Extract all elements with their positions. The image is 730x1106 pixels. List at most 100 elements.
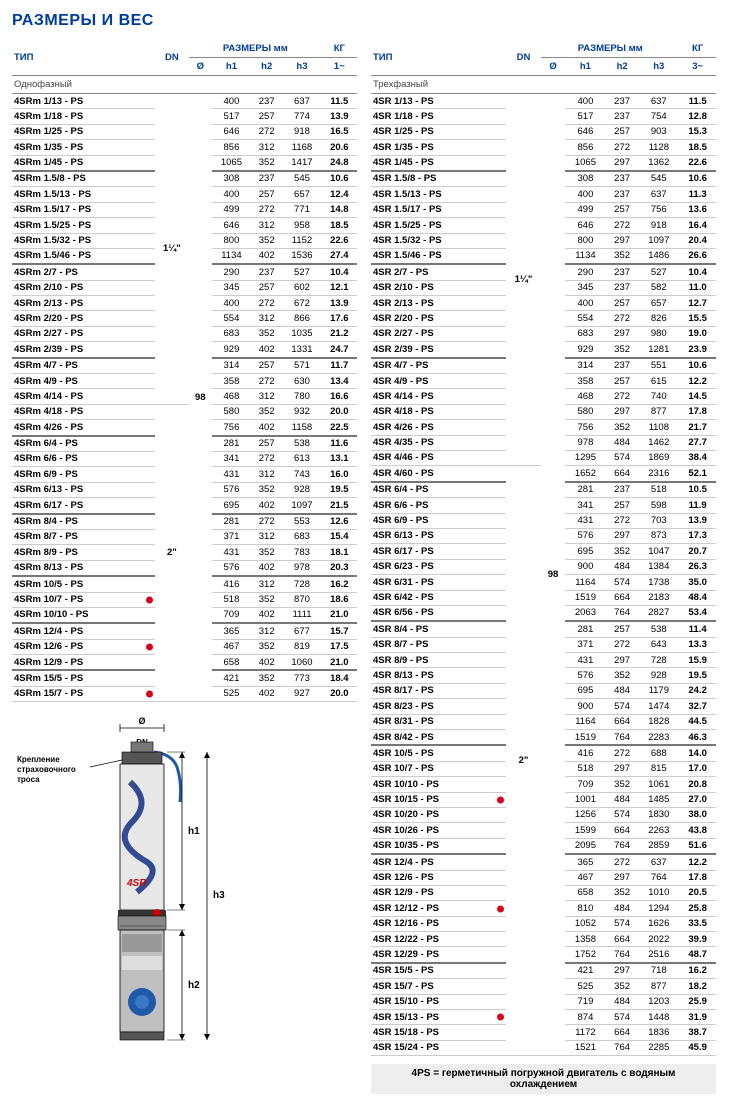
cell-h2: 272 <box>251 202 282 217</box>
cell-h1: 576 <box>212 560 251 576</box>
cell-type: 4SRm 2/27 - PS <box>12 326 155 341</box>
cell-h3: 928 <box>638 668 679 683</box>
cell-h3: 958 <box>282 218 321 233</box>
cell-kg: 21.5 <box>322 498 357 514</box>
cell-h3: 1152 <box>282 233 321 248</box>
cell-phi: 98 <box>541 94 565 1056</box>
cell-kg: 16.6 <box>322 389 357 404</box>
cell-kg: 26.3 <box>679 559 716 574</box>
cell-h2: 664 <box>606 714 638 729</box>
cell-kg: 48.4 <box>679 590 716 605</box>
cell-h2: 237 <box>606 482 638 498</box>
cell-type: 4SR 8/13 - PS <box>371 668 506 683</box>
cell-h1: 416 <box>212 576 251 592</box>
cell-kg: 24.8 <box>322 155 357 171</box>
cell-h3: 657 <box>638 296 679 311</box>
cell-kg: 39.9 <box>679 932 716 947</box>
cell-h3: 637 <box>638 187 679 202</box>
cell-h3: 1869 <box>638 450 679 465</box>
cell-h1: 290 <box>565 264 606 280</box>
cell-h3: 1060 <box>282 655 321 671</box>
cell-h1: 468 <box>565 389 606 404</box>
cell-h1: 646 <box>212 124 251 139</box>
cell-h3: 978 <box>282 560 321 576</box>
diagram-h2: h2 <box>188 980 200 991</box>
cell-type: 4SR 1.5/32 - PS <box>371 233 506 248</box>
cell-h3: 527 <box>282 264 321 280</box>
red-dot-icon <box>497 905 504 912</box>
cell-h2: 237 <box>606 358 638 374</box>
cell-h2: 257 <box>251 436 282 452</box>
cell-h2: 237 <box>251 264 282 280</box>
cell-h3: 1828 <box>638 714 679 729</box>
cell-h3: 877 <box>638 404 679 419</box>
cell-h1: 400 <box>565 94 606 109</box>
cell-h1: 874 <box>565 1010 606 1025</box>
cell-h3: 2285 <box>638 1040 679 1055</box>
cell-kg: 11.5 <box>322 94 357 109</box>
cell-kg: 10.6 <box>322 171 357 187</box>
cell-type: 4SR 1/13 - PS <box>371 94 506 109</box>
cell-h1: 281 <box>565 482 606 498</box>
cell-h3: 602 <box>282 280 321 295</box>
cell-kg: 14.5 <box>679 389 716 404</box>
cell-h1: 1521 <box>565 1040 606 1055</box>
cell-h1: 719 <box>565 994 606 1009</box>
cell-h2: 352 <box>606 544 638 559</box>
cell-type: 4SR 2/39 - PS <box>371 342 506 358</box>
cell-kg: 17.8 <box>679 404 716 419</box>
cell-h2: 312 <box>251 218 282 233</box>
cell-h2: 257 <box>606 621 638 637</box>
cell-type: 4SR 10/10 - PS <box>371 777 506 792</box>
cell-h3: 1097 <box>282 498 321 514</box>
cell-h2: 272 <box>251 374 282 389</box>
cell-h1: 416 <box>565 745 606 761</box>
cell-h3: 2316 <box>638 466 679 482</box>
cell-type: 4SR 12/4 - PS <box>371 854 506 870</box>
cell-h2: 402 <box>251 248 282 264</box>
cell-h2: 484 <box>606 901 638 916</box>
diagram-cable-label: Крепление страховочного троса <box>17 755 78 784</box>
cell-h3: 571 <box>282 358 321 374</box>
cell-h3: 1474 <box>638 699 679 714</box>
cell-h1: 400 <box>212 187 251 202</box>
cell-h3: 545 <box>282 171 321 187</box>
cell-kg: 11.7 <box>322 358 357 374</box>
cell-kg: 13.4 <box>322 374 357 389</box>
cell-h1: 1164 <box>565 714 606 729</box>
cell-type: 4SRm 4/26 - PS <box>12 420 155 436</box>
cell-kg: 13.9 <box>322 109 357 124</box>
cell-type: 4SRm 2/13 - PS <box>12 296 155 311</box>
cell-h1: 1001 <box>565 792 606 807</box>
cell-type: 4SR 6/13 - PS <box>371 528 506 543</box>
cell-type: 4SR 1/18 - PS <box>371 109 506 124</box>
cell-type: 4SR 4/7 - PS <box>371 358 506 374</box>
cell-kg: 15.4 <box>322 529 357 544</box>
cell-h3: 826 <box>638 311 679 326</box>
cell-type: 4SRm 6/6 - PS <box>12 451 155 466</box>
cell-h3: 582 <box>638 280 679 295</box>
cell-h3: 1047 <box>638 544 679 559</box>
cell-h1: 345 <box>565 280 606 295</box>
cell-kg: 20.3 <box>322 560 357 576</box>
table-three-phase: ТИП DN РАЗМЕРЫ мм КГ Ø h1 h2 h3 3~ Трехф… <box>371 40 716 1056</box>
cell-h2: 272 <box>251 124 282 139</box>
cell-h1: 431 <box>565 513 606 528</box>
cell-type: 4SR 8/23 - PS <box>371 699 506 714</box>
cell-kg: 22.6 <box>679 155 716 171</box>
table-row: 4SRm 1/13 - PS1¼"9840023763711.5 <box>12 94 357 109</box>
cell-h1: 856 <box>565 140 606 155</box>
cell-kg: 24.2 <box>679 683 716 698</box>
cell-kg: 18.1 <box>322 545 357 560</box>
table-row: 4SR 1/13 - PS1¼"9840023763711.5 <box>371 94 716 109</box>
cell-h1: 658 <box>565 885 606 900</box>
cell-h1: 525 <box>212 686 251 701</box>
cell-h3: 2859 <box>638 838 679 854</box>
th-h3: h3 <box>282 58 321 76</box>
cell-kg: 24.7 <box>322 342 357 358</box>
cell-kg: 10.4 <box>679 264 716 280</box>
cell-h1: 709 <box>212 607 251 623</box>
cell-h3: 615 <box>638 374 679 389</box>
cell-h2: 484 <box>606 559 638 574</box>
cell-type: 4SR 10/15 - PS <box>371 792 506 807</box>
